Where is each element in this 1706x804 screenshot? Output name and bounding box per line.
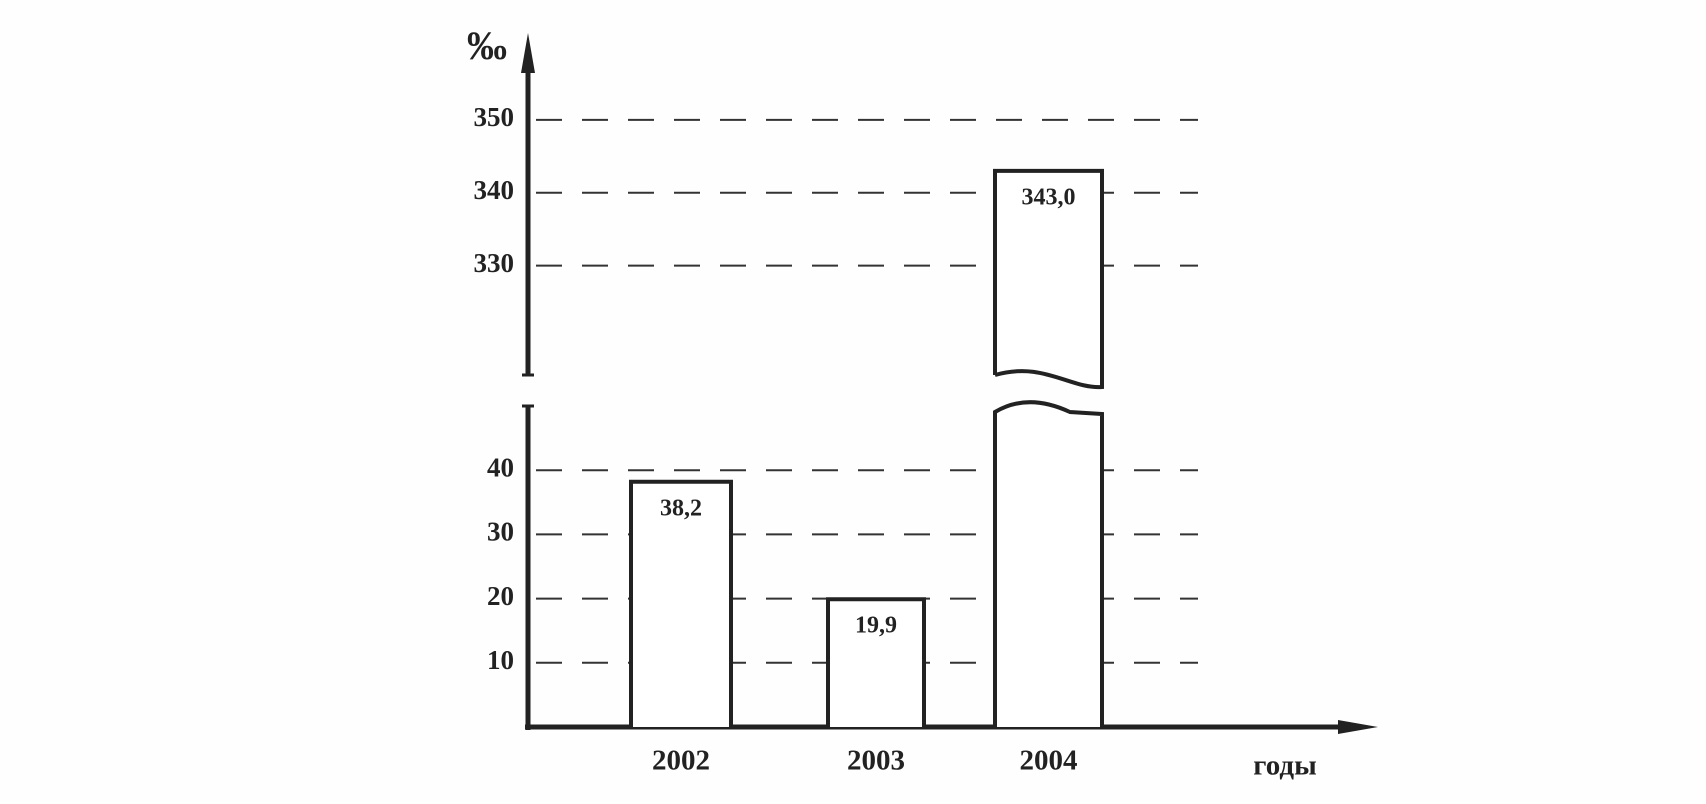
bar [993, 168, 1104, 390]
y-tick-label: 20 [487, 581, 514, 611]
value-label: 19,9 [855, 613, 897, 639]
y-tick-label: 40 [487, 452, 514, 482]
y-tick-label: 350 [474, 102, 515, 132]
value-label: 38,2 [660, 495, 702, 521]
x-tick-label: 2002 [652, 745, 710, 777]
bar [826, 597, 926, 727]
x-axis-label: годы [1253, 750, 1316, 782]
x-tick-label: 2003 [847, 745, 905, 777]
bar [629, 479, 733, 727]
x-tick-label: 2004 [1020, 745, 1078, 777]
y-tick-label: 330 [474, 248, 515, 278]
y-axis-arrow [521, 33, 535, 73]
y-unit-label: ‰ [467, 23, 507, 68]
y-tick-label: 30 [487, 517, 514, 547]
value-label: 343,0 [1022, 184, 1076, 210]
bar [993, 400, 1104, 727]
y-tick-label: 340 [474, 175, 515, 205]
y-tick-label: 10 [487, 645, 514, 675]
x-axis-arrow [1338, 720, 1378, 734]
